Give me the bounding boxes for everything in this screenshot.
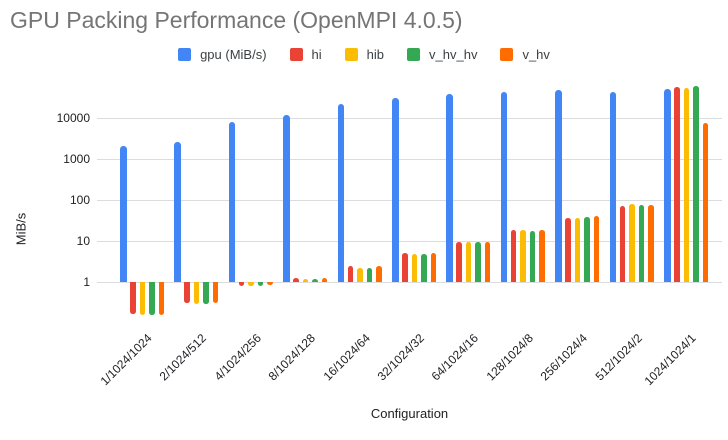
gpu-mib-s-bar — [120, 145, 127, 282]
v-hv-hv-bar — [203, 282, 209, 305]
x-tick-label-text: 1/1024/1024 — [97, 331, 155, 389]
v-hv-bar — [539, 229, 545, 282]
gpu-mib-s-bar — [664, 88, 671, 282]
v-hv-hv-bar — [529, 230, 536, 282]
y-tick-label: 10 — [76, 234, 90, 248]
v-hv-bar — [376, 266, 382, 282]
gpu-mib-s-bar — [609, 92, 617, 282]
legend-swatch-v-hv-hv — [407, 47, 421, 61]
y-tick-label: 100 — [69, 193, 90, 207]
hib-bar — [629, 204, 635, 282]
v-hv-bar — [484, 241, 491, 282]
gpu-mib-s-bar — [337, 103, 345, 282]
hib-bar — [302, 278, 309, 282]
v-hv-bar — [212, 282, 219, 304]
legend-item-v-hv: v_hv — [500, 46, 550, 62]
hi-bar — [510, 229, 517, 282]
hib-bar — [139, 282, 145, 315]
gpu-mib-s-bar — [283, 114, 290, 282]
v-hv-hv-bar — [584, 217, 590, 282]
hib-bar — [465, 242, 472, 282]
x-tick-label-text: 2/1024/512 — [156, 331, 210, 384]
x-tick-label-text: 1024/1024/1 — [641, 331, 699, 389]
v-hv-bar — [321, 278, 328, 282]
gpu-mib-s-bar — [500, 92, 508, 282]
legend-label-hi: hi — [311, 46, 322, 62]
v-hv-hv-bar — [421, 254, 427, 282]
x-axis-title: Configuration — [370, 406, 449, 421]
v-hv-hv-bar — [366, 267, 373, 282]
gridline-100 — [97, 200, 722, 201]
x-tick-label-text: 64/1024/16 — [428, 331, 482, 384]
x-tick-label-text: 512/1024/2 — [592, 331, 645, 384]
hi-bar — [130, 282, 136, 314]
v-hv-bar — [593, 216, 600, 282]
hib-bar — [683, 88, 689, 282]
v-hv-hv-bar — [149, 282, 155, 315]
hi-bar — [565, 218, 571, 282]
v-hv-bar — [158, 282, 164, 315]
v-hv-bar — [648, 204, 654, 282]
v-hv-bar — [430, 253, 436, 282]
hib-bar — [520, 229, 526, 282]
v-hv-hv-bar — [693, 86, 699, 282]
v-hv-hv-bar — [257, 282, 264, 286]
v-hv-bar — [702, 123, 708, 282]
gpu-mib-s-bar — [228, 122, 236, 282]
hi-bar — [184, 282, 190, 304]
legend-item-hib: hib — [344, 46, 385, 62]
v-hv-bar — [267, 282, 273, 285]
hib-bar — [411, 254, 417, 282]
legend-item-hi: hi — [289, 46, 322, 62]
gpu-mib-s-bar — [555, 90, 562, 282]
hib-bar — [574, 217, 581, 282]
x-tick-label-text: 16/1024/64 — [320, 331, 373, 384]
gpu-mib-s-bar — [446, 93, 453, 282]
hib-bar — [248, 282, 254, 286]
legend-item-v-hv-hv: v_hv_hv — [407, 47, 477, 62]
legend: gpu (MiB/s) hi hib v_hv_hv v_hv — [0, 45, 728, 63]
legend-label-v-hv: v_hv — [522, 46, 550, 62]
gridline-10 — [97, 241, 722, 242]
hi-bar — [619, 205, 626, 282]
hib-bar — [193, 282, 200, 305]
legend-label-gpu-mib-s: gpu (MiB/s) — [200, 46, 267, 62]
v-hv-hv-bar — [638, 205, 645, 282]
y-tick-label: 1000 — [63, 152, 90, 166]
v-hv-hv-bar — [475, 241, 481, 282]
hi-bar — [456, 241, 462, 282]
y-tick-label: 10000 — [56, 111, 90, 125]
legend-item-gpu-mib-s: gpu (MiB/s) — [178, 46, 267, 62]
gridline-10000 — [97, 118, 722, 119]
hi-bar — [674, 86, 680, 282]
legend-label-v-hv-hv: v_hv_hv — [429, 46, 478, 62]
gpu-mib-s-bar — [392, 97, 399, 282]
x-tick-label-text: 256/1024/4 — [537, 331, 591, 384]
hi-bar — [402, 253, 408, 282]
x-tick-label-text: 4/1024/256 — [211, 331, 264, 384]
y-tick-label: 1 — [83, 275, 90, 289]
x-tick-label-text: 128/1024/8 — [483, 331, 536, 384]
legend-swatch-hib — [344, 47, 358, 61]
hi-bar — [347, 266, 354, 282]
chart-title: GPU Packing Performance (OpenMPI 4.0.5) — [10, 7, 463, 33]
legend-label-hib: hib — [366, 46, 385, 62]
x-tick-label-text: 8/1024/128 — [265, 331, 319, 384]
hib-bar — [357, 267, 363, 282]
legend-swatch-hi — [289, 47, 303, 61]
legend-swatch-gpu-mib-s — [178, 47, 192, 61]
gridline-1000 — [97, 159, 722, 160]
x-tick-label-text: 32/1024/32 — [374, 331, 427, 384]
gridline-1 — [97, 282, 722, 283]
legend-swatch-v-hv — [500, 47, 514, 61]
hi-bar — [293, 278, 299, 282]
v-hv-hv-bar — [312, 278, 318, 282]
hi-bar — [238, 282, 245, 286]
gpu-mib-s-bar — [174, 141, 181, 282]
